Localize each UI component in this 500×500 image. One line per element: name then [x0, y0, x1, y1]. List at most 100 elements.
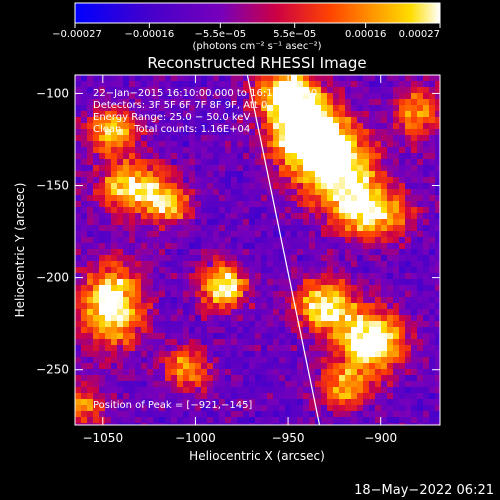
- heatmap-cell: [99, 279, 106, 286]
- heatmap-cell: [117, 177, 124, 184]
- heatmap-cell: [429, 123, 436, 130]
- heatmap-cell: [357, 153, 364, 160]
- heatmap-cell: [387, 165, 394, 172]
- heatmap-cell: [195, 183, 202, 190]
- heatmap-cell: [249, 207, 256, 214]
- heatmap-cell: [285, 249, 292, 256]
- heatmap-cell: [309, 273, 316, 280]
- heatmap-cell: [399, 219, 406, 226]
- heatmap-cell: [327, 147, 334, 154]
- heatmap-cell: [153, 399, 160, 406]
- heatmap-cell: [327, 255, 334, 262]
- heatmap-cell: [381, 87, 388, 94]
- heatmap-cell: [189, 219, 196, 226]
- heatmap-cell: [267, 381, 274, 388]
- heatmap-cell: [123, 393, 130, 400]
- heatmap-cell: [267, 327, 274, 334]
- heatmap-cell: [357, 255, 364, 262]
- heatmap-cell: [357, 357, 364, 364]
- heatmap-cell: [99, 309, 106, 316]
- heatmap-cell: [159, 387, 166, 394]
- heatmap-cell: [285, 363, 292, 370]
- heatmap-cell: [177, 267, 184, 274]
- heatmap-cell: [105, 141, 112, 148]
- heatmap-cell: [273, 165, 280, 172]
- heatmap-cell: [387, 345, 394, 352]
- heatmap-cell: [321, 171, 328, 178]
- heatmap-cell: [405, 231, 412, 238]
- heatmap-cell: [333, 315, 340, 322]
- heatmap-cell: [75, 285, 82, 292]
- heatmap-cell: [435, 387, 440, 394]
- heatmap-cell: [321, 285, 328, 292]
- heatmap-cell: [219, 291, 226, 298]
- heatmap-cell: [171, 327, 178, 334]
- heatmap-cell: [237, 327, 244, 334]
- heatmap-cell: [159, 225, 166, 232]
- heatmap-cell: [363, 249, 370, 256]
- heatmap-cell: [399, 363, 406, 370]
- heatmap-cell: [423, 339, 430, 346]
- heatmap-cell: [261, 93, 268, 100]
- heatmap-cell: [177, 339, 184, 346]
- heatmap-cell: [393, 93, 400, 100]
- heatmap-cell: [357, 345, 364, 352]
- heatmap-cell: [81, 255, 88, 262]
- heatmap-cell: [327, 303, 334, 310]
- heatmap-cell: [195, 171, 202, 178]
- heatmap-cell: [225, 171, 232, 178]
- heatmap-cell: [411, 345, 418, 352]
- heatmap-cell: [75, 273, 82, 280]
- heatmap-cell: [417, 405, 424, 412]
- heatmap-cell: [75, 327, 82, 334]
- heatmap-cell: [177, 279, 184, 286]
- heatmap-cell: [351, 147, 358, 154]
- heatmap-cell: [177, 207, 184, 214]
- heatmap-cell: [135, 153, 142, 160]
- annotation-block: 22−Jan−2015 16:10:00.000 to 16:15:48.000…: [93, 88, 317, 411]
- heatmap-cell: [219, 285, 226, 292]
- heatmap-cell: [237, 261, 244, 268]
- heatmap-cell: [99, 363, 106, 370]
- heatmap-cell: [123, 327, 130, 334]
- heatmap-cell: [435, 207, 440, 214]
- heatmap-cell: [225, 153, 232, 160]
- heatmap-cell: [153, 81, 160, 88]
- heatmap-cell: [117, 75, 124, 82]
- heatmap-cell: [321, 399, 328, 406]
- heatmap-cell: [153, 309, 160, 316]
- heatmap-cell: [189, 411, 196, 418]
- heatmap-cell: [303, 249, 310, 256]
- heatmap-cell: [375, 213, 382, 220]
- heatmap-cell: [231, 81, 238, 88]
- heatmap-cell: [177, 417, 184, 424]
- heatmap-cell: [111, 345, 118, 352]
- heatmap-cell: [117, 273, 124, 280]
- heatmap-cell: [285, 339, 292, 346]
- heatmap-cell: [399, 369, 406, 376]
- heatmap-cell: [81, 417, 88, 424]
- heatmap-cell: [399, 189, 406, 196]
- heatmap-cell: [171, 273, 178, 280]
- heatmap-cell: [405, 309, 412, 316]
- heatmap-cell: [171, 147, 178, 154]
- heatmap-cell: [339, 345, 346, 352]
- heatmap-cell: [201, 333, 208, 340]
- heatmap-cell: [291, 243, 298, 250]
- heatmap-cell: [93, 291, 100, 298]
- heatmap-cell: [429, 423, 436, 425]
- heatmap-cell: [261, 315, 268, 322]
- heatmap-cell: [399, 231, 406, 238]
- heatmap-cell: [435, 189, 440, 196]
- heatmap-cell: [219, 399, 226, 406]
- heatmap-cell: [279, 351, 286, 358]
- heatmap-cell: [261, 285, 268, 292]
- heatmap-cell: [141, 165, 148, 172]
- heatmap-cell: [405, 375, 412, 382]
- heatmap-cell: [417, 267, 424, 274]
- heatmap-cell: [423, 195, 430, 202]
- heatmap-cell: [369, 369, 376, 376]
- heatmap-cell: [117, 339, 124, 346]
- heatmap-cell: [387, 321, 394, 328]
- heatmap-cell: [177, 357, 184, 364]
